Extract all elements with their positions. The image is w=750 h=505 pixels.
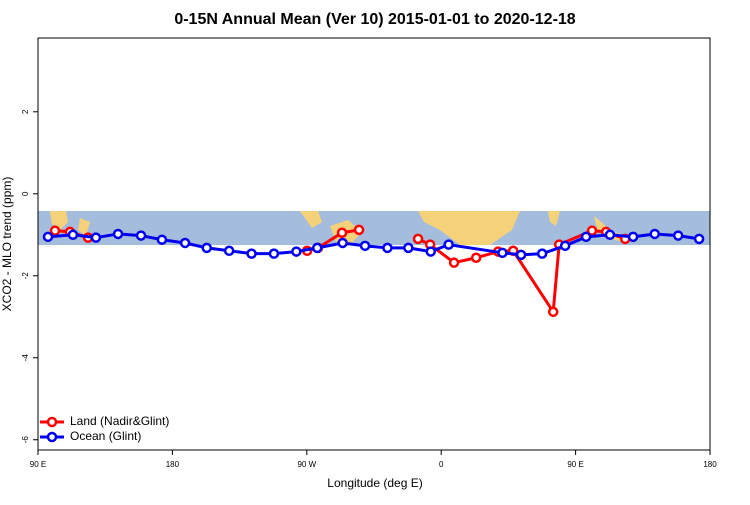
data-point — [336, 227, 348, 238]
y-axis-label: XCO2 - MLO trend (ppm) — [0, 177, 14, 312]
data-point — [470, 252, 482, 263]
data-point — [586, 225, 598, 236]
x-tick-label: 90 W — [297, 460, 316, 469]
data-point — [67, 229, 79, 241]
data-point — [693, 233, 705, 245]
data-point — [672, 230, 684, 241]
x-tick-label: 180 — [166, 460, 180, 469]
plot-frame — [37, 37, 711, 451]
data-point — [649, 228, 660, 240]
data-point — [580, 231, 592, 243]
data-point — [382, 242, 393, 254]
data-point — [547, 306, 559, 318]
x-tick-label: 0 — [439, 460, 444, 469]
data-point — [359, 240, 371, 252]
data-point — [559, 240, 571, 252]
data-point — [403, 242, 414, 254]
data-point — [268, 248, 280, 259]
x-tick-label: 180 — [703, 460, 717, 469]
data-point — [497, 247, 508, 259]
data-point — [337, 237, 348, 249]
data-point — [412, 233, 424, 245]
data-point — [42, 231, 54, 243]
y-tick-label: -6 — [21, 436, 30, 444]
data-point — [201, 242, 212, 254]
data-point — [135, 230, 147, 241]
chart-title: 0-15N Annual Mean (Ver 10) 2015-01-01 to… — [174, 11, 575, 28]
data-point — [604, 229, 616, 241]
legend-marker — [46, 431, 58, 443]
data-point — [112, 228, 124, 240]
data-point — [515, 249, 527, 261]
x-axis-label: Longitude (deg E) — [327, 476, 422, 490]
data-point — [443, 239, 454, 250]
data-point — [425, 246, 436, 257]
data-point — [627, 231, 639, 243]
data-point — [246, 248, 257, 259]
legend-label: Land (Nadir&Glint) — [70, 414, 169, 428]
data-point — [90, 232, 102, 243]
x-tick-label: 90 E — [567, 460, 583, 469]
legend-marker — [46, 416, 58, 428]
data-point — [179, 237, 191, 249]
y-tick-label: -4 — [21, 354, 30, 362]
map-strip — [38, 211, 710, 245]
x-tick-label: 90 E — [30, 460, 46, 469]
y-tick-label: -2 — [21, 272, 30, 280]
y-tick-label: 0 — [21, 191, 30, 196]
data-point — [291, 246, 302, 257]
data-point — [156, 234, 168, 245]
data-point — [312, 242, 323, 254]
legend: Land (Nadir&Glint)Ocean (Glint) — [40, 414, 169, 443]
data-point — [223, 245, 235, 257]
data-point — [536, 248, 548, 259]
data-point — [353, 224, 365, 236]
data-point — [49, 225, 61, 236]
data-point — [448, 257, 460, 268]
legend-label: Ocean (Glint) — [70, 429, 141, 443]
y-tick-label: 2 — [21, 109, 30, 114]
